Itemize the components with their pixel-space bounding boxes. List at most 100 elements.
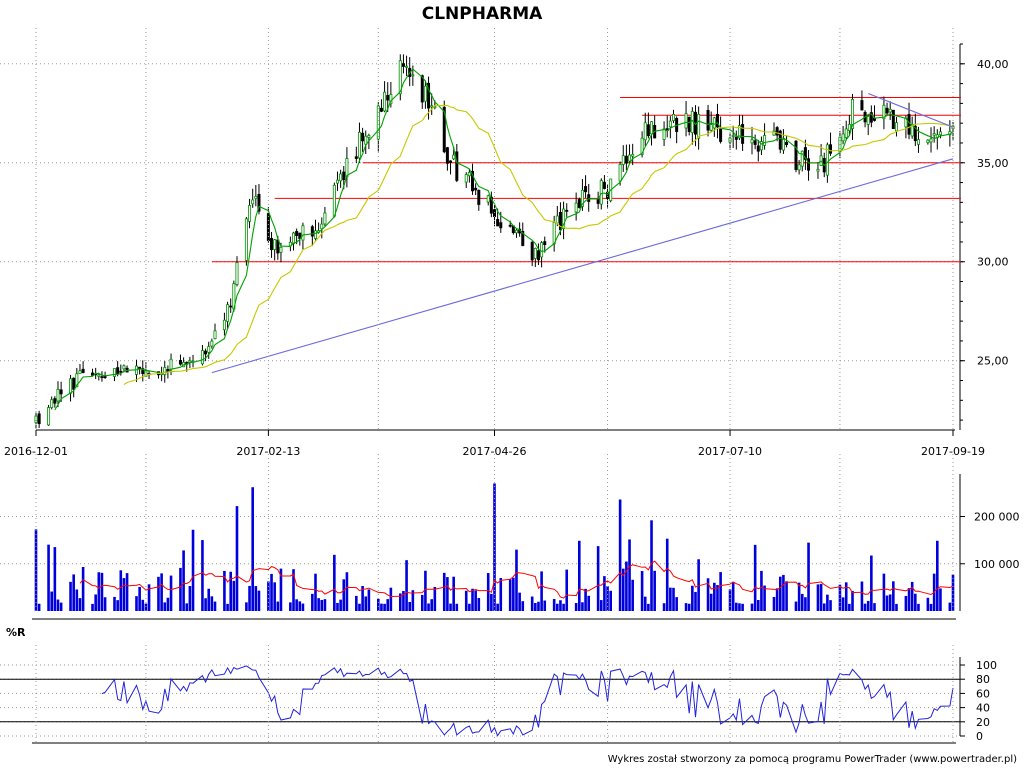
volume-bar [226,603,229,611]
candle-body [445,147,449,164]
candle-body [697,113,701,139]
volume-bar [273,582,276,611]
candle-body [323,212,327,225]
volume-bar [665,538,669,611]
volume-bar [56,599,60,611]
volume-bar [446,577,449,611]
volume-bar [618,499,622,611]
volume-bar [144,603,148,611]
volume-bar [581,602,584,611]
volume-bar [160,573,163,611]
candle-body [715,113,719,128]
candle-body [552,222,556,245]
volume-bar [935,540,939,611]
x-tick-label-4: 2017-09-19 [921,445,985,458]
candle-body [869,112,873,123]
ma-short-line [54,68,954,411]
volume-bar [860,581,864,611]
volume-bar [361,586,364,611]
volume-bar [69,581,72,611]
volume-bar [405,560,408,611]
volume-bar [838,584,842,611]
candle-body [778,130,782,150]
volume-bar [603,576,606,611]
candle-body [116,367,120,375]
volume-bar [939,588,942,611]
candle-body [712,117,716,129]
volume-bar [301,603,305,611]
volume-bar [672,587,675,611]
volume-bar [455,603,459,611]
volume-bar [267,581,270,611]
candle-body [200,350,204,365]
volume-bar [474,590,477,611]
volume-bar [521,601,525,611]
volume-bar [782,574,785,611]
volume-bar [675,597,678,611]
candle-body [386,95,390,101]
volume-bar [807,542,810,611]
volume-bar [424,570,427,611]
candle-body [163,367,167,375]
volume-bar [851,590,854,611]
volume-bar [895,603,898,611]
volume-bar [599,600,603,611]
volume-bar [499,578,503,611]
candle-body [464,174,468,183]
candle-body [577,199,581,208]
volume-bar [355,595,358,611]
footer-credit: Wykres został stworzony za pomocą progra… [608,754,1017,765]
candle-body [119,370,123,373]
volume-bar [738,603,741,611]
candle-body [59,389,63,395]
volume-bar [103,597,107,611]
volume-bar [169,575,173,611]
volume-bar [684,603,688,611]
volume-bar [866,600,870,611]
candle-body [273,239,277,250]
volume-bar [389,587,393,611]
volume-bar [518,592,521,611]
candle-body [50,399,54,408]
volume-bar [289,602,292,611]
candle-body [320,223,324,230]
volume-bar [691,585,694,611]
volume-bar [763,585,766,611]
volume-bar [709,593,713,611]
volume-bar [311,593,314,611]
volume-bar [829,600,832,611]
volume-bar [493,483,496,611]
candle-body [907,114,911,135]
candle-body [580,189,584,207]
volume-bar [951,574,955,611]
volume-bar [643,596,647,611]
candle-body [741,124,745,144]
volume-bar [631,579,634,611]
chart-title: CLNPHARMA [422,4,543,24]
candle-body [423,85,427,102]
volume-bar [625,561,628,611]
volume-bar [496,603,499,611]
volume-bar [411,590,415,611]
volume-bar [113,596,116,611]
volume-bar [345,572,349,611]
volume-bar [844,582,848,611]
candle-body [910,123,914,137]
volume-bar [562,603,565,611]
volume-bar [596,546,600,611]
volume-bar [81,567,85,611]
volume-bar [452,576,455,611]
volume-bar [270,573,273,611]
candle-body [829,144,833,154]
candle-body [756,145,760,152]
volume-bar [125,573,129,611]
candle-body [376,105,380,140]
volume-bar [251,487,254,611]
volume-bar [587,595,591,611]
volume-bar [910,581,914,611]
volume-bar [697,559,700,611]
volume-bar [904,595,908,611]
volume-bar [687,603,691,611]
volume-bar [804,597,807,611]
candle-body [737,125,741,139]
